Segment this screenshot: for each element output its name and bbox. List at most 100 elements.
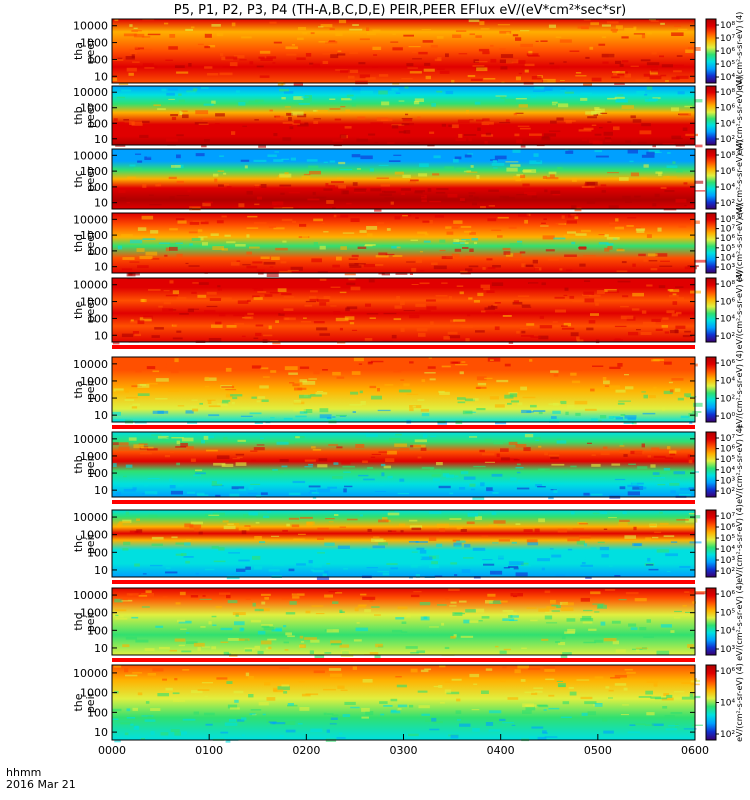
y-axis-label-species: peir <box>84 691 97 713</box>
x-tick-label: 0500 <box>584 744 612 757</box>
y-tick-label: 1000 <box>80 37 108 50</box>
spectrogram-image <box>112 278 695 342</box>
colorbar-tick-label: 10³ <box>720 476 735 486</box>
colorbar-tick-label: 10⁵ <box>720 60 735 70</box>
y-tick-label: 1000 <box>80 687 108 700</box>
colorbar-tick-label: 10² <box>720 730 735 740</box>
y-tick-label: 10 <box>94 726 108 739</box>
x-tick-label: 0600 <box>681 744 709 757</box>
y-axis-label-probe: thd <box>72 234 85 252</box>
colorbar-tick-label: 10⁶ <box>720 359 735 369</box>
colorbar-unit-label: eV/(cm²-s-sr-eV) (4) <box>735 271 744 350</box>
y-tick-label: 1000 <box>80 375 108 388</box>
colorbar-unit-label: eV/(cm²-s-sr-eV) (4) <box>735 140 744 219</box>
y-axis-label-species: peir <box>84 610 97 632</box>
y-axis-label-species: peir <box>84 532 97 554</box>
y-tick-label: 10000 <box>73 279 108 292</box>
colorbar-tick-label: 10⁶ <box>720 445 735 455</box>
colorbar-unit-label: eV/(cm²-s-sr-eV) (4) <box>735 76 744 155</box>
y-axis-label-probe: thb <box>72 106 85 124</box>
colorbar-tick-label: 10² <box>720 567 735 577</box>
x-tick-label: 0200 <box>292 744 320 757</box>
colorbar-tick-label: 10⁴ <box>720 183 735 193</box>
y-tick-label: 10 <box>94 329 108 342</box>
colorbar-tick-label: 10⁶ <box>720 523 735 533</box>
colorbar-tick-label: 10⁵ <box>720 534 735 544</box>
spectrogram-image <box>112 357 695 422</box>
y-tick-label: 10 <box>94 261 108 274</box>
colorbar-unit-label: eV/(cm²-s-sr-eV) (4) <box>735 350 744 429</box>
y-tick-label: 1000 <box>80 229 108 242</box>
y-axis-label-species: peir <box>84 378 97 400</box>
panel-frame <box>111 431 696 498</box>
y-axis-label-species: peir <box>84 453 97 475</box>
quality-flag-bar <box>112 345 695 349</box>
colorbar-tick-label: 10⁸ <box>720 280 735 290</box>
colorbar-tick-label: 10⁶ <box>720 590 735 600</box>
colorbar-tick-label: 10⁷ <box>720 225 735 235</box>
y-axis-label-probe: the <box>72 301 85 319</box>
colorbar-tick-label: 10⁶ <box>720 167 735 177</box>
y-axis-label-probe: the <box>72 693 85 711</box>
colorbar-tick-label: 10⁵ <box>720 608 735 618</box>
colorbar-tick-label: 10⁰ <box>720 412 735 422</box>
y-tick-label: 1000 <box>80 296 108 309</box>
colorbar-unit-label: eV/(cm²-s-sr-eV) (4) <box>735 425 744 504</box>
colorbar-tick-label: 10⁴ <box>720 315 735 325</box>
colorbar-unit-label: eV/(cm²-s-sr-eV) (4) <box>735 12 744 91</box>
y-tick-label: 100 <box>87 312 108 325</box>
colorbar-tick-label: 10⁶ <box>720 667 735 677</box>
y-axis-label-species: peer <box>84 103 97 129</box>
x-tick-label: 0100 <box>195 744 223 757</box>
colorbar-tick-label: 10⁶ <box>720 47 735 57</box>
panel-frame <box>111 356 696 423</box>
quality-flag-bar <box>112 425 695 429</box>
colorbar <box>705 587 717 656</box>
panel-tha-peir: 10000 1000 100 10 tha peir 10⁶ 10⁴ 10² 10⁰ eV/(cm²… <box>72 350 744 429</box>
colorbar <box>705 277 717 343</box>
y-tick-label: 100 <box>87 392 108 405</box>
colorbar-tick-label: 10² <box>720 199 735 209</box>
x-tick-label: 0400 <box>487 744 515 757</box>
colorbar-tick-label: 10⁴ <box>720 627 735 637</box>
panel-frame <box>111 148 696 210</box>
colorbar-tick-label: 10⁴ <box>720 73 735 83</box>
colorbar-tick-label: 10⁴ <box>720 377 735 387</box>
colorbar <box>705 431 717 498</box>
spectrogram-image <box>112 665 695 740</box>
y-tick-label: 10000 <box>73 589 108 602</box>
panel-tha-peer: 10000 1000 100 10 tha peer 10⁸ 10⁷ 10⁶ 10⁵ 10⁴ eV/(… <box>72 12 744 91</box>
panel-frame <box>111 212 696 274</box>
y-tick-label: 100 <box>87 53 108 66</box>
panel-frame <box>111 277 696 343</box>
colorbar-unit-label: eV/(cm²-s-sr-eV) (4) <box>735 582 744 661</box>
y-tick-label: 10 <box>94 642 108 655</box>
y-tick-label: 100 <box>87 245 108 258</box>
colorbar-tick-label: 10⁴ <box>720 545 735 555</box>
colorbar-tick-label: 10⁵ <box>720 244 735 254</box>
colorbar-tick-label: 10⁵ <box>720 455 735 465</box>
y-tick-label: 10000 <box>73 213 108 226</box>
x-axis-label-hhmm: hhmm <box>6 766 41 779</box>
colorbar-tick-label: 10⁸ <box>720 151 735 161</box>
colorbar <box>705 356 717 423</box>
panel-frame <box>111 18 696 84</box>
y-tick-label: 10000 <box>73 86 108 99</box>
colorbar <box>705 148 717 210</box>
y-tick-label: 10000 <box>73 433 108 446</box>
panel-thb-peer: 10000 1000 100 10 thb peer 10⁸ 10⁶ 10⁴ 10² eV/(cm²… <box>72 76 744 155</box>
panel-the-peir: 10000 1000 100 10 the peir 10⁶ 10⁴ 10² eV/(cm²-s-… <box>72 663 744 743</box>
colorbar-unit-label: eV/(cm²-s-sr-eV) (4) <box>735 504 744 583</box>
y-tick-label: 100 <box>87 706 108 719</box>
quality-flag-bar <box>112 500 695 504</box>
y-tick-label: 10000 <box>73 358 108 371</box>
colorbar-tick-label: 10⁸ <box>720 21 735 31</box>
y-axis-label-probe: thc <box>72 535 85 552</box>
colorbar-tick-label: 10² <box>720 332 735 342</box>
colorbar-tick-label: 10⁸ <box>720 215 735 225</box>
colorbar-tick-label: 10³ <box>720 645 735 655</box>
colorbar-tick-label: 10³ <box>720 556 735 566</box>
